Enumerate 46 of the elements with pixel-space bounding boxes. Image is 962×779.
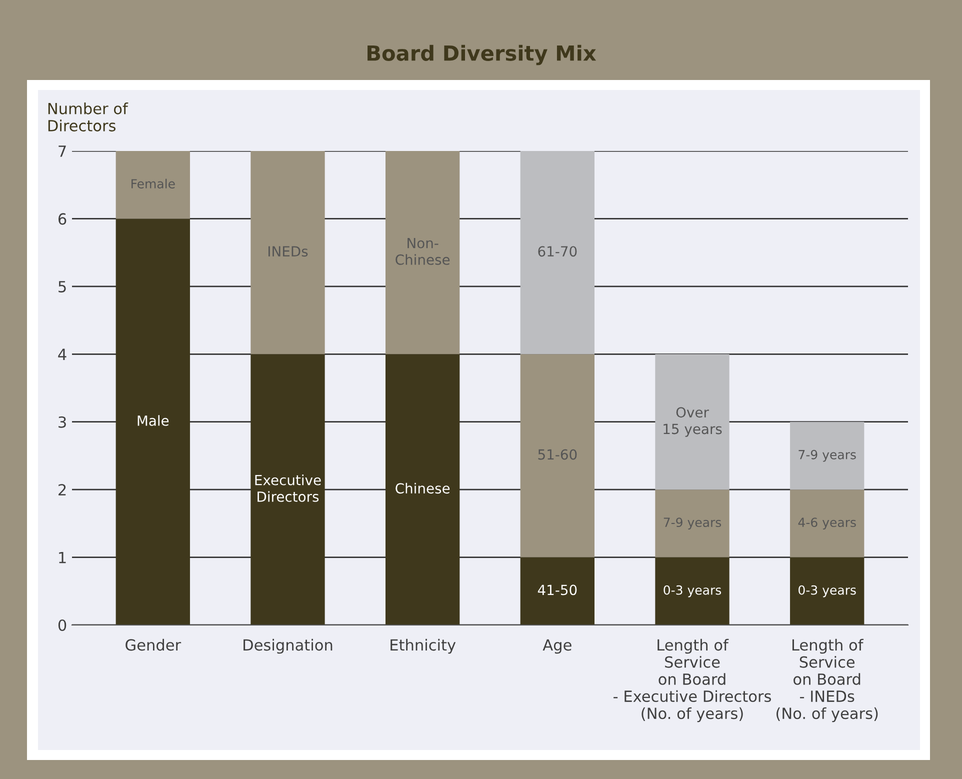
data-label: INEDs — [268, 246, 308, 257]
bar — [655, 557, 730, 625]
data-label: 61-70 — [538, 246, 577, 257]
data-label: 41-50 — [538, 584, 577, 596]
data-label: Over 15 years — [664, 407, 722, 437]
data-label: 7-9 years — [798, 450, 856, 462]
bar — [520, 557, 594, 625]
bar — [250, 354, 325, 625]
data-label: Male — [138, 415, 169, 426]
data-label: Female — [132, 178, 175, 188]
bar — [790, 490, 864, 558]
bar — [790, 557, 864, 625]
y-tick-label: 0 — [58, 619, 66, 632]
data-label: 0-3 years — [664, 585, 722, 598]
y-tick-label: 6 — [58, 213, 66, 225]
x-tick-label: Designation — [244, 638, 332, 654]
x-tick-label: Ethnicity — [390, 638, 456, 654]
bar — [116, 218, 190, 625]
bar — [655, 490, 730, 558]
bar — [520, 151, 594, 354]
data-label: 7-9 years — [664, 518, 722, 530]
bar — [250, 151, 325, 354]
data-label: Chinese — [396, 482, 450, 494]
x-tick-label: Length of Service on Board - Executive Directors (No. of years) — [614, 638, 771, 722]
bar — [116, 151, 190, 219]
bar — [386, 151, 460, 354]
data-label: 4-6 years — [798, 518, 856, 530]
x-tick-label: Gender — [126, 638, 182, 651]
data-label: 51-60 — [538, 449, 577, 460]
bar — [655, 354, 730, 490]
y-tick-label: 7 — [58, 146, 66, 157]
data-label: Non- Chinese — [396, 238, 450, 265]
x-tick-label: Length of Service on Board - INEDs (No. of years) — [776, 638, 878, 722]
data-label: Executive Directors — [255, 474, 321, 502]
bar — [386, 354, 460, 625]
y-tick-label: 1 — [59, 552, 66, 564]
x-tick-label: Age — [542, 639, 572, 654]
y-tick-label: 3 — [58, 416, 66, 428]
bar — [790, 422, 864, 490]
y-tick-label: 4 — [58, 348, 66, 360]
bar — [520, 354, 594, 558]
data-label: 0-3 years — [798, 585, 856, 598]
y-axis-title: Number of Directors — [48, 102, 128, 132]
y-tick-label: 5 — [58, 281, 66, 292]
y-tick-label: 2 — [58, 484, 66, 496]
chart-title: Board Diversity Mix — [368, 44, 596, 66]
